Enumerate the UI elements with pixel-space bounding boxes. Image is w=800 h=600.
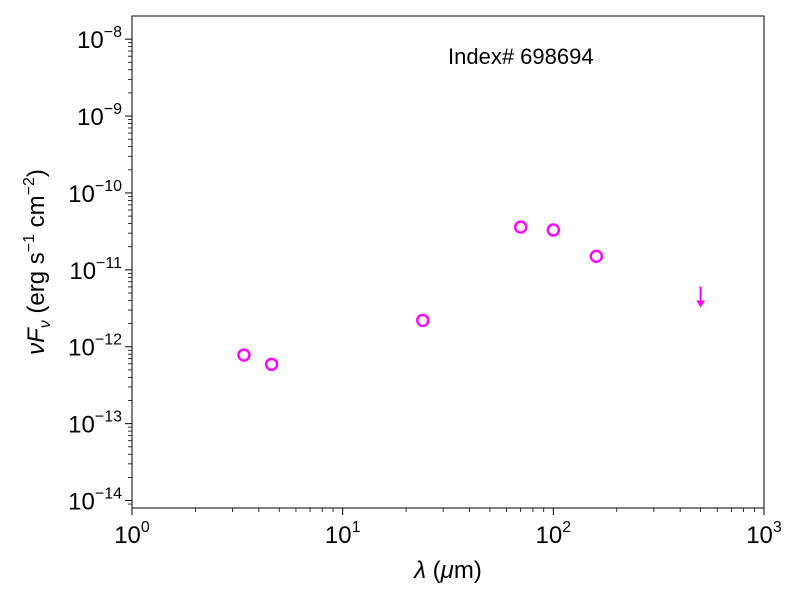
y-axis: 10−14 10−13 10−12 10−11 10−10 10−9 10−8: [68, 24, 132, 516]
x-axis: 100 101 102 103: [114, 508, 782, 549]
x-tick-label: 101: [325, 519, 361, 549]
plot-content: [237, 220, 706, 372]
y-tick-label: 10−14: [68, 486, 122, 516]
y-tick-label: 10−13: [68, 409, 122, 439]
x-tick-label: 102: [536, 519, 572, 549]
x-tick-label: 103: [746, 519, 782, 549]
data-point: [264, 357, 279, 372]
y-axis-label: νFν (erg s−1 cm−2): [21, 169, 54, 355]
y-tick-label: 10−12: [68, 332, 122, 362]
plot-frame: [131, 15, 765, 509]
y-tick-label: 10−10: [68, 178, 122, 208]
data-point: [589, 249, 604, 264]
data-point: [416, 313, 430, 328]
upper-limit-arrow: [696, 286, 706, 308]
x-tick-label: 100: [114, 519, 150, 549]
x-axis-label: λ (μm): [412, 557, 482, 584]
annotation-label: Index# 698694: [448, 44, 594, 69]
y-tick-label: 10−8: [77, 24, 122, 54]
data-point: [514, 220, 528, 234]
y-tick-label: 10−9: [77, 101, 122, 131]
y-tick-label: 10−11: [69, 255, 122, 285]
data-point: [546, 223, 561, 237]
data-point: [237, 348, 251, 362]
